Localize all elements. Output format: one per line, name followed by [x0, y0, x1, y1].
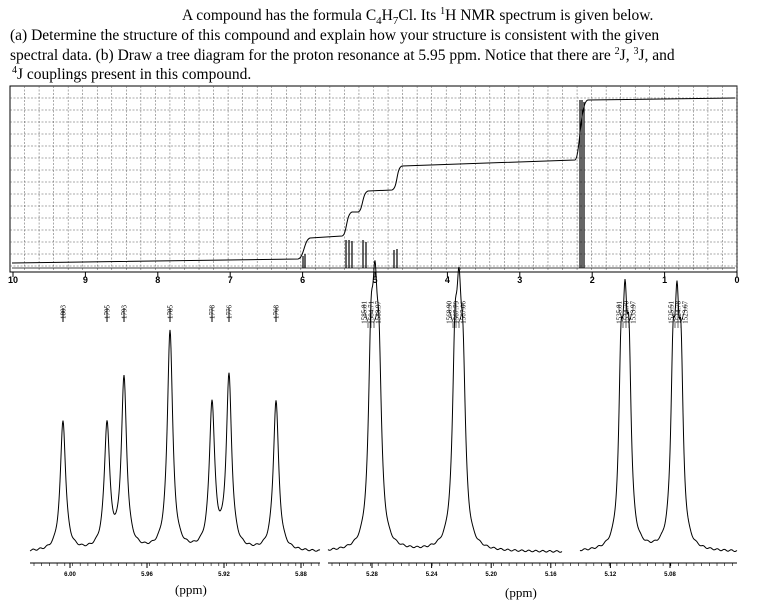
peak-label: 1567.79 — [453, 301, 461, 324]
peak-label: 1785 — [167, 305, 175, 320]
tick-label: 5.92 — [218, 572, 230, 578]
peak-label: 1533.97 — [630, 301, 638, 324]
question-line: spectral data. (b) Draw a tree diagram f… — [10, 46, 675, 64]
peak-label: 1567.06 — [460, 301, 468, 324]
tick-label: 2 — [590, 275, 595, 285]
superscript: 2 — [615, 46, 620, 57]
axis-label: (ppm) — [175, 582, 207, 597]
text: H — [382, 7, 393, 24]
peak-label: 1523.67 — [682, 301, 690, 324]
peak-label: 1768 — [273, 305, 281, 320]
peak-label: 1793 — [121, 305, 129, 320]
peak-label: 1803 — [60, 305, 68, 320]
peak-label: 1524.78 — [675, 301, 683, 324]
tick-label: 7 — [228, 275, 233, 285]
tick-label: 0 — [734, 275, 739, 285]
subscript: 7 — [393, 15, 399, 27]
text: (a) Determine the structure of this comp… — [10, 27, 659, 44]
peak-label: 1776 — [226, 305, 234, 320]
question-line: (a) Determine the structure of this comp… — [10, 27, 659, 44]
tick-label: 5.08 — [664, 572, 676, 578]
peak-label: 1795 — [104, 305, 112, 320]
tick-label: 5 — [372, 275, 377, 285]
text: J couplings present in this compound. — [17, 66, 251, 83]
superscript: 1 — [440, 6, 445, 17]
tick-label: 5.24 — [426, 572, 438, 578]
label-leader — [618, 304, 624, 328]
superscript: 4 — [12, 65, 17, 76]
label-leader — [680, 304, 686, 328]
spectrum-trace — [327, 260, 563, 553]
peak-label: 1778 — [209, 305, 217, 320]
text: Cl. Its — [398, 7, 440, 24]
label-leader — [373, 304, 379, 328]
text: H NMR spectrum is given below. — [445, 7, 653, 24]
label-leader — [363, 304, 369, 328]
text: A compound has the formula C — [182, 7, 376, 24]
superscript: 3 — [633, 46, 638, 57]
tick-label: 4 — [445, 275, 450, 285]
question-line: A compound has the formula C4H7Cl. Its 1… — [182, 6, 653, 27]
integral-trace — [11, 97, 736, 264]
tick-label: 5.16 — [545, 572, 557, 578]
text: J, — [620, 47, 634, 64]
tick-label: 1 — [662, 275, 667, 285]
tick-label: 5.28 — [366, 572, 378, 578]
question-line: 4J couplings present in this compound. — [12, 65, 251, 83]
tick-label: 10 — [8, 275, 18, 285]
label-leader — [628, 304, 634, 328]
peak-label: 1584.71 — [368, 301, 376, 324]
text: spectral data. (b) Draw a tree diagram f… — [10, 47, 615, 64]
label-leader — [448, 304, 454, 328]
tick-label: 3 — [517, 275, 522, 285]
tick-label: 5.20 — [485, 572, 497, 578]
tick-label: 6 — [300, 275, 305, 285]
subscript: 4 — [376, 15, 382, 27]
tick-label: 8 — [155, 275, 160, 285]
tick-label: 5.88 — [295, 572, 307, 578]
tick-label: 5.12 — [605, 572, 617, 578]
spectrum-trace — [29, 329, 321, 552]
tick-label: 9 — [83, 275, 88, 285]
text: J, and — [638, 47, 674, 64]
tick-label: 6.00 — [64, 572, 76, 578]
spectrum-trace — [579, 279, 738, 552]
peak-label: 1534.70 — [623, 301, 631, 324]
label-leader — [458, 304, 464, 328]
peak-label: 1583.97 — [375, 301, 383, 324]
tick-label: 5.96 — [141, 572, 153, 578]
label-leader — [670, 304, 676, 328]
axis-label: (ppm) — [505, 585, 537, 600]
